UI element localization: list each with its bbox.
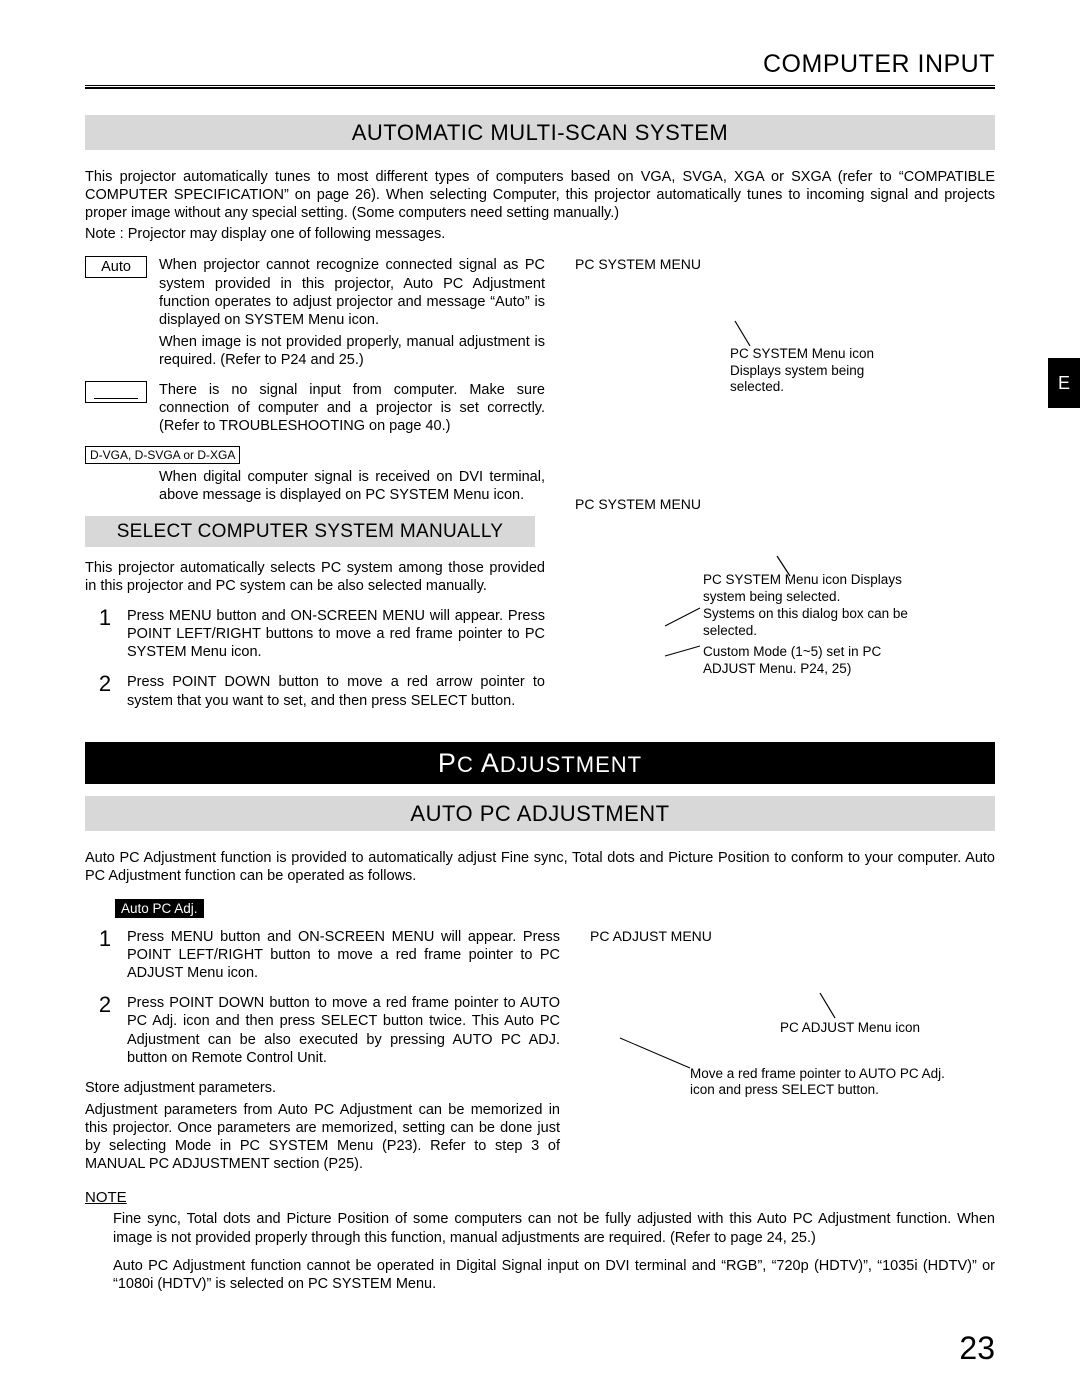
mode-box-auto: Auto [85,256,147,278]
section-title-multiscan: AUTOMATIC MULTI-SCAN SYSTEM [85,115,995,150]
callout-text-2a: PC SYSTEM Menu icon Displays system bein… [703,572,933,604]
note-line: Note : Projector may display one of foll… [85,226,995,242]
callout-text-1: PC SYSTEM Menu icon Displays system bein… [730,346,900,395]
callout-text-3b: Move a red frame pointer to AUTO PC Adj.… [690,1066,950,1098]
mode-box-dvga: D-VGA, D-SVGA or D-XGA [85,446,240,464]
pc-system-menu-title-2: PC SYSTEM MENU [575,496,995,512]
pc-system-menu-title-1: PC SYSTEM MENU [575,256,995,272]
mode-desc-dvga: When digital computer signal is received… [159,468,545,504]
step-number-2: 2 [95,673,115,695]
note-body-2: Auto PC Adjustment function cannot be op… [113,1257,995,1293]
callout-text-2c: Custom Mode (1~5) set in PC ADJUST Menu.… [703,644,913,676]
note-header: NOTE [85,1189,995,1206]
side-tab: E [1048,358,1080,408]
intro-paragraph: This projector automatically tunes to mo… [85,168,995,222]
header-rule [85,85,995,89]
section-title-select-manual: SELECT COMPUTER SYSTEM MANUALLY [85,516,535,547]
callout-text-2b: Systems on this dialog box can be select… [703,606,913,638]
step-number-a1: 1 [95,928,115,950]
store-title: Store adjustment parameters. [85,1079,560,1097]
mode-desc-blank: There is no signal input from computer. … [159,381,545,435]
mode-box-blank [85,381,147,403]
pc-adjustment-banner: PC ADJUSTMENT [85,742,995,784]
step-text-1: Press MENU button and ON-SCREEN MENU wil… [127,607,545,661]
step-number-a2: 2 [95,994,115,1016]
store-text: Adjustment parameters from Auto PC Adjus… [85,1101,560,1174]
mode-desc-auto2: When image is not provided properly, man… [159,333,545,369]
step-text-a1: Press MENU button and ON-SCREEN MENU wil… [127,928,560,982]
page-number: 23 [959,1330,995,1367]
mode-desc-auto1: When projector cannot recognize connecte… [159,256,545,329]
select-intro: This projector automatically selects PC … [85,559,545,595]
step-text-2: Press POINT DOWN button to move a red ar… [127,673,545,709]
callout-text-3a: PC ADJUST Menu icon [780,1020,950,1036]
pc-adjust-menu-title: PC ADJUST MENU [590,928,995,944]
note-body-1: Fine sync, Total dots and Picture Positi… [113,1210,995,1246]
auto-pc-intro: Auto PC Adjustment function is provided … [85,849,995,885]
page-header: COMPUTER INPUT [85,50,995,79]
auto-pc-adj-label: Auto PC Adj. [115,899,204,918]
step-number-1: 1 [95,607,115,629]
section-title-auto-pc: AUTO PC ADJUSTMENT [85,796,995,831]
step-text-a2: Press POINT DOWN button to move a red fr… [127,994,560,1067]
